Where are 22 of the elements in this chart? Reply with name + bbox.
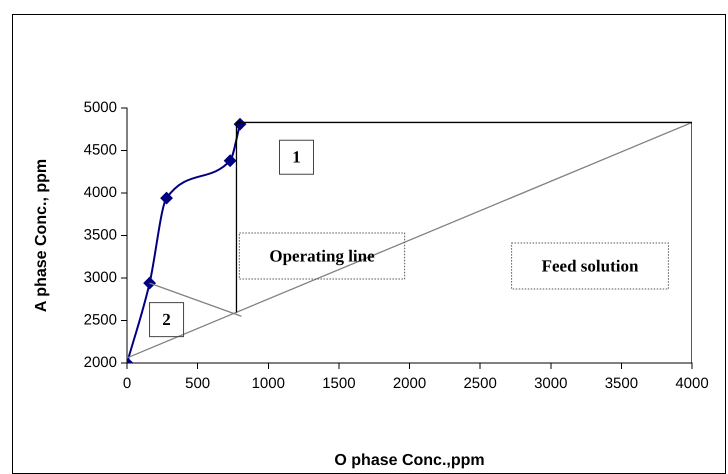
y-axis-title: A phase Conc., ppm [33,158,50,312]
y-tick-label: 4000 [84,184,117,202]
x-tick-label: 4000 [675,375,709,392]
x-tick-label: 3500 [604,375,638,392]
x-tick-label: 0 [122,375,132,392]
y-tick-label: 2500 [84,312,117,329]
annotation: Operating line [269,246,376,266]
x-tick-label: 3000 [534,375,568,392]
y-tick-label: 5000 [84,99,117,116]
x-tick-label: 2000 [392,375,426,392]
annotation: Feed solution [542,256,639,276]
y-tick-label: 4500 [84,142,117,159]
x-axis-title: O phase Conc.,ppm [334,452,485,469]
x-tick-label: 1500 [322,375,356,392]
y-tick-label: 3000 [84,269,117,286]
y-tick-label: 2000 [84,354,117,372]
annotation: 2 [162,310,171,330]
x-tick-label: 2500 [463,375,497,392]
x-tick-label: 500 [185,375,210,392]
x-tick-label: 1000 [252,375,285,392]
y-tick-label: 3500 [84,226,117,244]
annotation: 1 [292,148,301,167]
